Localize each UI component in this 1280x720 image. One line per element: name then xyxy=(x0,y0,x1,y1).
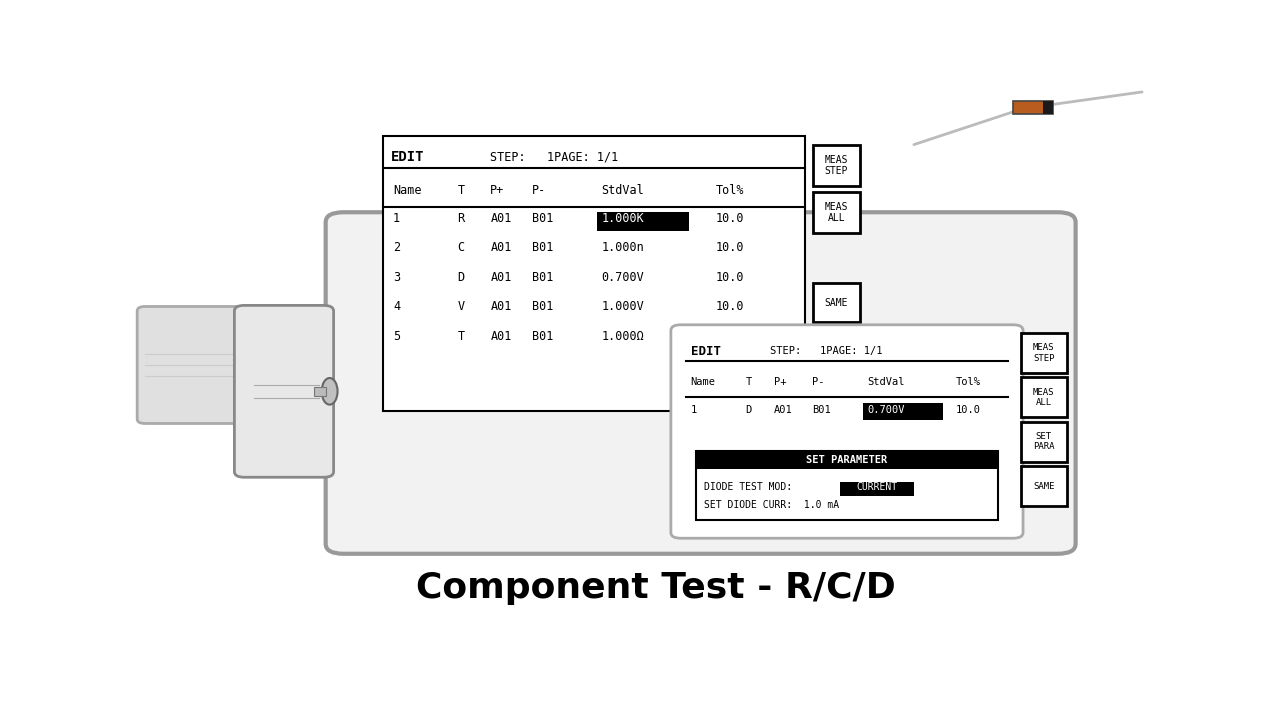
Text: P-: P- xyxy=(532,184,547,197)
Text: MEAS
STEP: MEAS STEP xyxy=(1033,343,1055,363)
Bar xyxy=(1014,101,1052,114)
Bar xyxy=(1021,422,1066,462)
Text: MEAS
ALL: MEAS ALL xyxy=(824,202,849,223)
Bar xyxy=(1021,333,1066,373)
Bar xyxy=(696,451,998,469)
Text: CURRENT: CURRENT xyxy=(856,482,897,492)
Text: Tol%: Tol% xyxy=(716,184,744,197)
Bar xyxy=(813,377,860,419)
Text: Tol%: Tol% xyxy=(956,377,980,387)
Text: 1.000K: 1.000K xyxy=(602,212,644,225)
Text: A01: A01 xyxy=(490,330,512,343)
Text: MEAS
ALL: MEAS ALL xyxy=(1033,387,1055,407)
Text: STEP:   1PAGE: 1/1: STEP: 1PAGE: 1/1 xyxy=(490,151,618,164)
Bar xyxy=(696,451,998,521)
Text: Name: Name xyxy=(691,377,716,387)
Text: StdVal: StdVal xyxy=(602,184,644,197)
Text: A01: A01 xyxy=(490,271,512,284)
Text: Name: Name xyxy=(393,184,421,197)
Text: T: T xyxy=(745,377,751,387)
Bar xyxy=(383,136,805,410)
Bar xyxy=(314,387,325,396)
Text: A01: A01 xyxy=(774,405,792,415)
Text: P-: P- xyxy=(812,377,824,387)
Text: 1.000n: 1.000n xyxy=(602,241,644,254)
Bar xyxy=(1021,466,1066,506)
Text: B01: B01 xyxy=(532,300,553,313)
Text: 10.0: 10.0 xyxy=(956,405,980,415)
Text: 5: 5 xyxy=(393,330,401,343)
Text: MEAS
STEP: MEAS STEP xyxy=(824,155,849,176)
Text: 1.000Ω: 1.000Ω xyxy=(602,330,644,343)
Bar xyxy=(598,212,689,230)
Text: D: D xyxy=(745,405,751,415)
Text: SAME: SAME xyxy=(824,297,849,307)
Text: B01: B01 xyxy=(812,405,831,415)
FancyBboxPatch shape xyxy=(234,305,334,477)
Text: P+: P+ xyxy=(774,377,786,387)
Text: 4: 4 xyxy=(393,300,401,313)
Text: StdVal: StdVal xyxy=(868,377,905,387)
Text: R: R xyxy=(458,212,465,225)
Text: B01: B01 xyxy=(532,271,553,284)
Text: 0.700V: 0.700V xyxy=(868,405,905,415)
Text: 10.0: 10.0 xyxy=(716,241,744,254)
Text: Component Test - R/C/D: Component Test - R/C/D xyxy=(416,571,896,605)
Text: B01: B01 xyxy=(532,241,553,254)
Text: 0.700V: 0.700V xyxy=(602,271,644,284)
Bar xyxy=(840,482,914,496)
Bar xyxy=(813,330,860,369)
Text: SET DIODE CURR:  1.0 mA: SET DIODE CURR: 1.0 mA xyxy=(704,500,838,510)
FancyBboxPatch shape xyxy=(671,325,1023,539)
Text: A01: A01 xyxy=(490,300,512,313)
Text: 1.000V: 1.000V xyxy=(602,300,644,313)
Text: A01: A01 xyxy=(490,241,512,254)
Text: 1: 1 xyxy=(691,405,698,415)
Text: EDIT: EDIT xyxy=(392,150,425,164)
Bar xyxy=(813,283,860,322)
Bar xyxy=(813,192,860,233)
FancyBboxPatch shape xyxy=(325,212,1075,554)
Text: B01: B01 xyxy=(532,212,553,225)
Text: C: C xyxy=(458,241,465,254)
Text: T: T xyxy=(458,184,465,197)
Text: 10.0: 10.0 xyxy=(716,271,744,284)
Text: SAME: SAME xyxy=(1033,482,1055,490)
Bar xyxy=(863,403,942,420)
Text: CLR.
OFFS: CLR. OFFS xyxy=(824,387,849,409)
Text: STEP:   1PAGE: 1/1: STEP: 1PAGE: 1/1 xyxy=(771,346,883,356)
Text: DIODE TEST MOD:: DIODE TEST MOD: xyxy=(704,482,792,492)
Text: T: T xyxy=(458,330,465,343)
Text: 2: 2 xyxy=(393,241,401,254)
Bar xyxy=(1043,101,1053,114)
Text: 3: 3 xyxy=(393,271,401,284)
Text: D: D xyxy=(458,271,465,284)
Text: V: V xyxy=(458,300,465,313)
Text: SET
PARA: SET PARA xyxy=(1033,432,1055,451)
Text: P+: P+ xyxy=(490,184,504,197)
Ellipse shape xyxy=(321,378,338,405)
Text: EDIT: EDIT xyxy=(691,345,721,358)
Bar xyxy=(1021,377,1066,418)
Text: A01: A01 xyxy=(490,212,512,225)
Text: SET PARAMETER: SET PARAMETER xyxy=(806,455,887,465)
Text: OFFS: OFFS xyxy=(824,345,849,355)
Text: 10.0: 10.0 xyxy=(716,300,744,313)
FancyBboxPatch shape xyxy=(137,307,282,423)
Text: 10.0: 10.0 xyxy=(716,212,744,225)
Text: B01: B01 xyxy=(532,330,553,343)
Text: 1: 1 xyxy=(393,212,401,225)
Text: 10.0: 10.0 xyxy=(716,330,744,343)
Bar xyxy=(813,145,860,186)
